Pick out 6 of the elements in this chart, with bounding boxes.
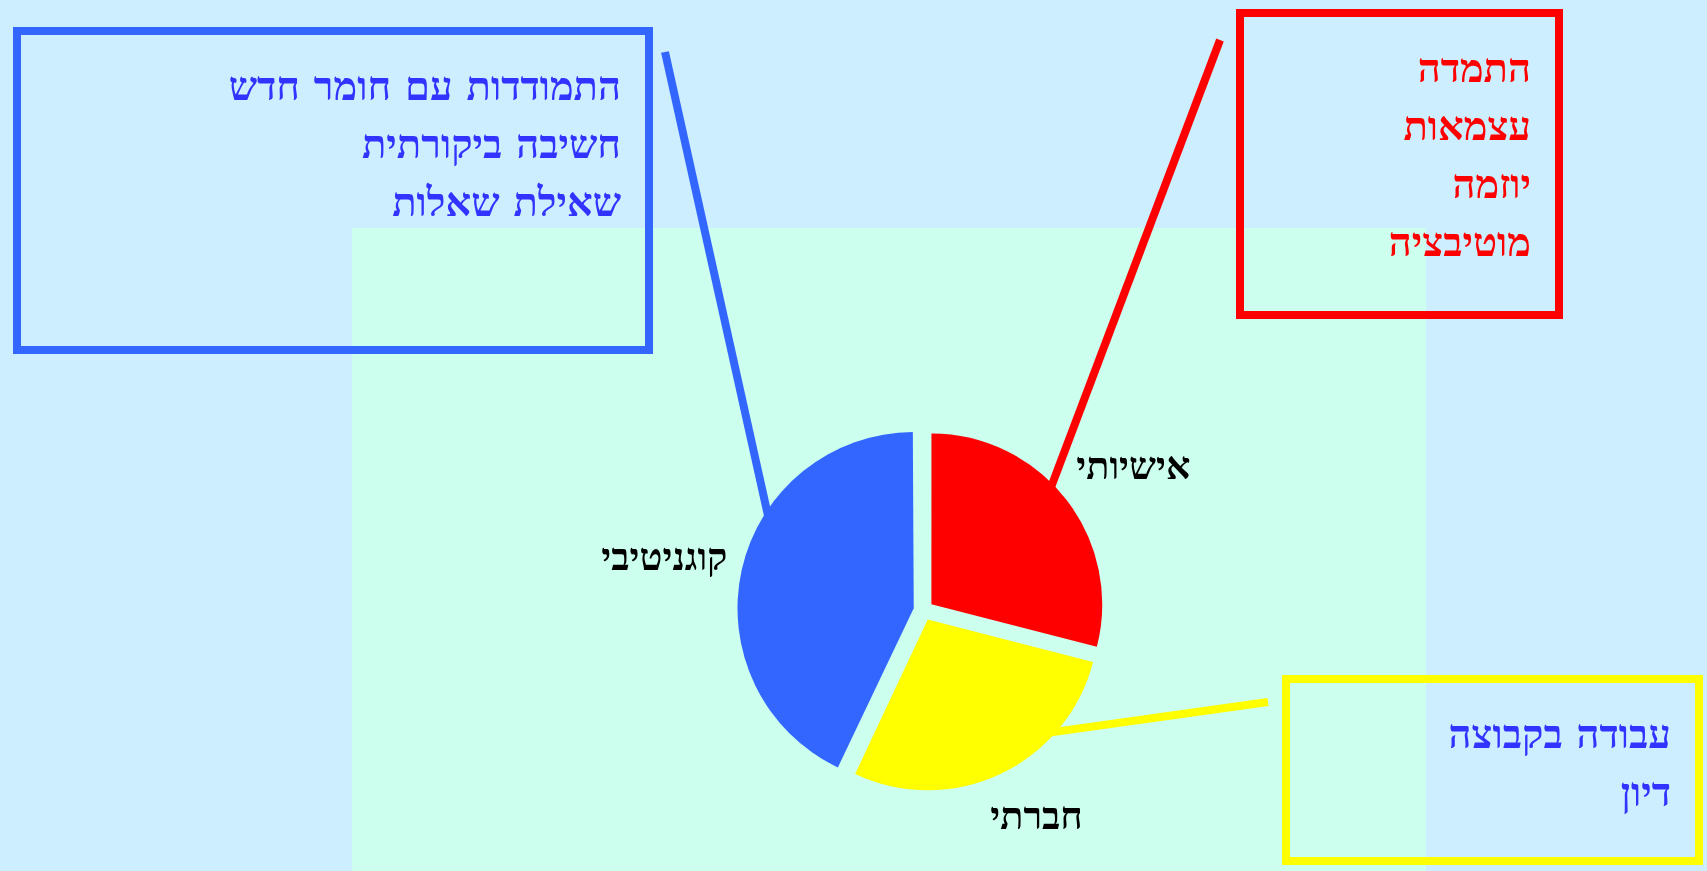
slice-label: אישיותי <box>1076 443 1191 489</box>
text: עבודה בקבוצה דיון <box>1282 675 1703 865</box>
slice-label: חברתי <box>990 792 1083 838</box>
text: התמדה עצמאות יוזמה מוטיבציה <box>1236 9 1563 319</box>
slice-label: קוגניטיבי <box>601 534 728 580</box>
text: התמודדות עם חומר חדש חשיבה ביקורתית שאילת שאלות <box>13 27 653 354</box>
